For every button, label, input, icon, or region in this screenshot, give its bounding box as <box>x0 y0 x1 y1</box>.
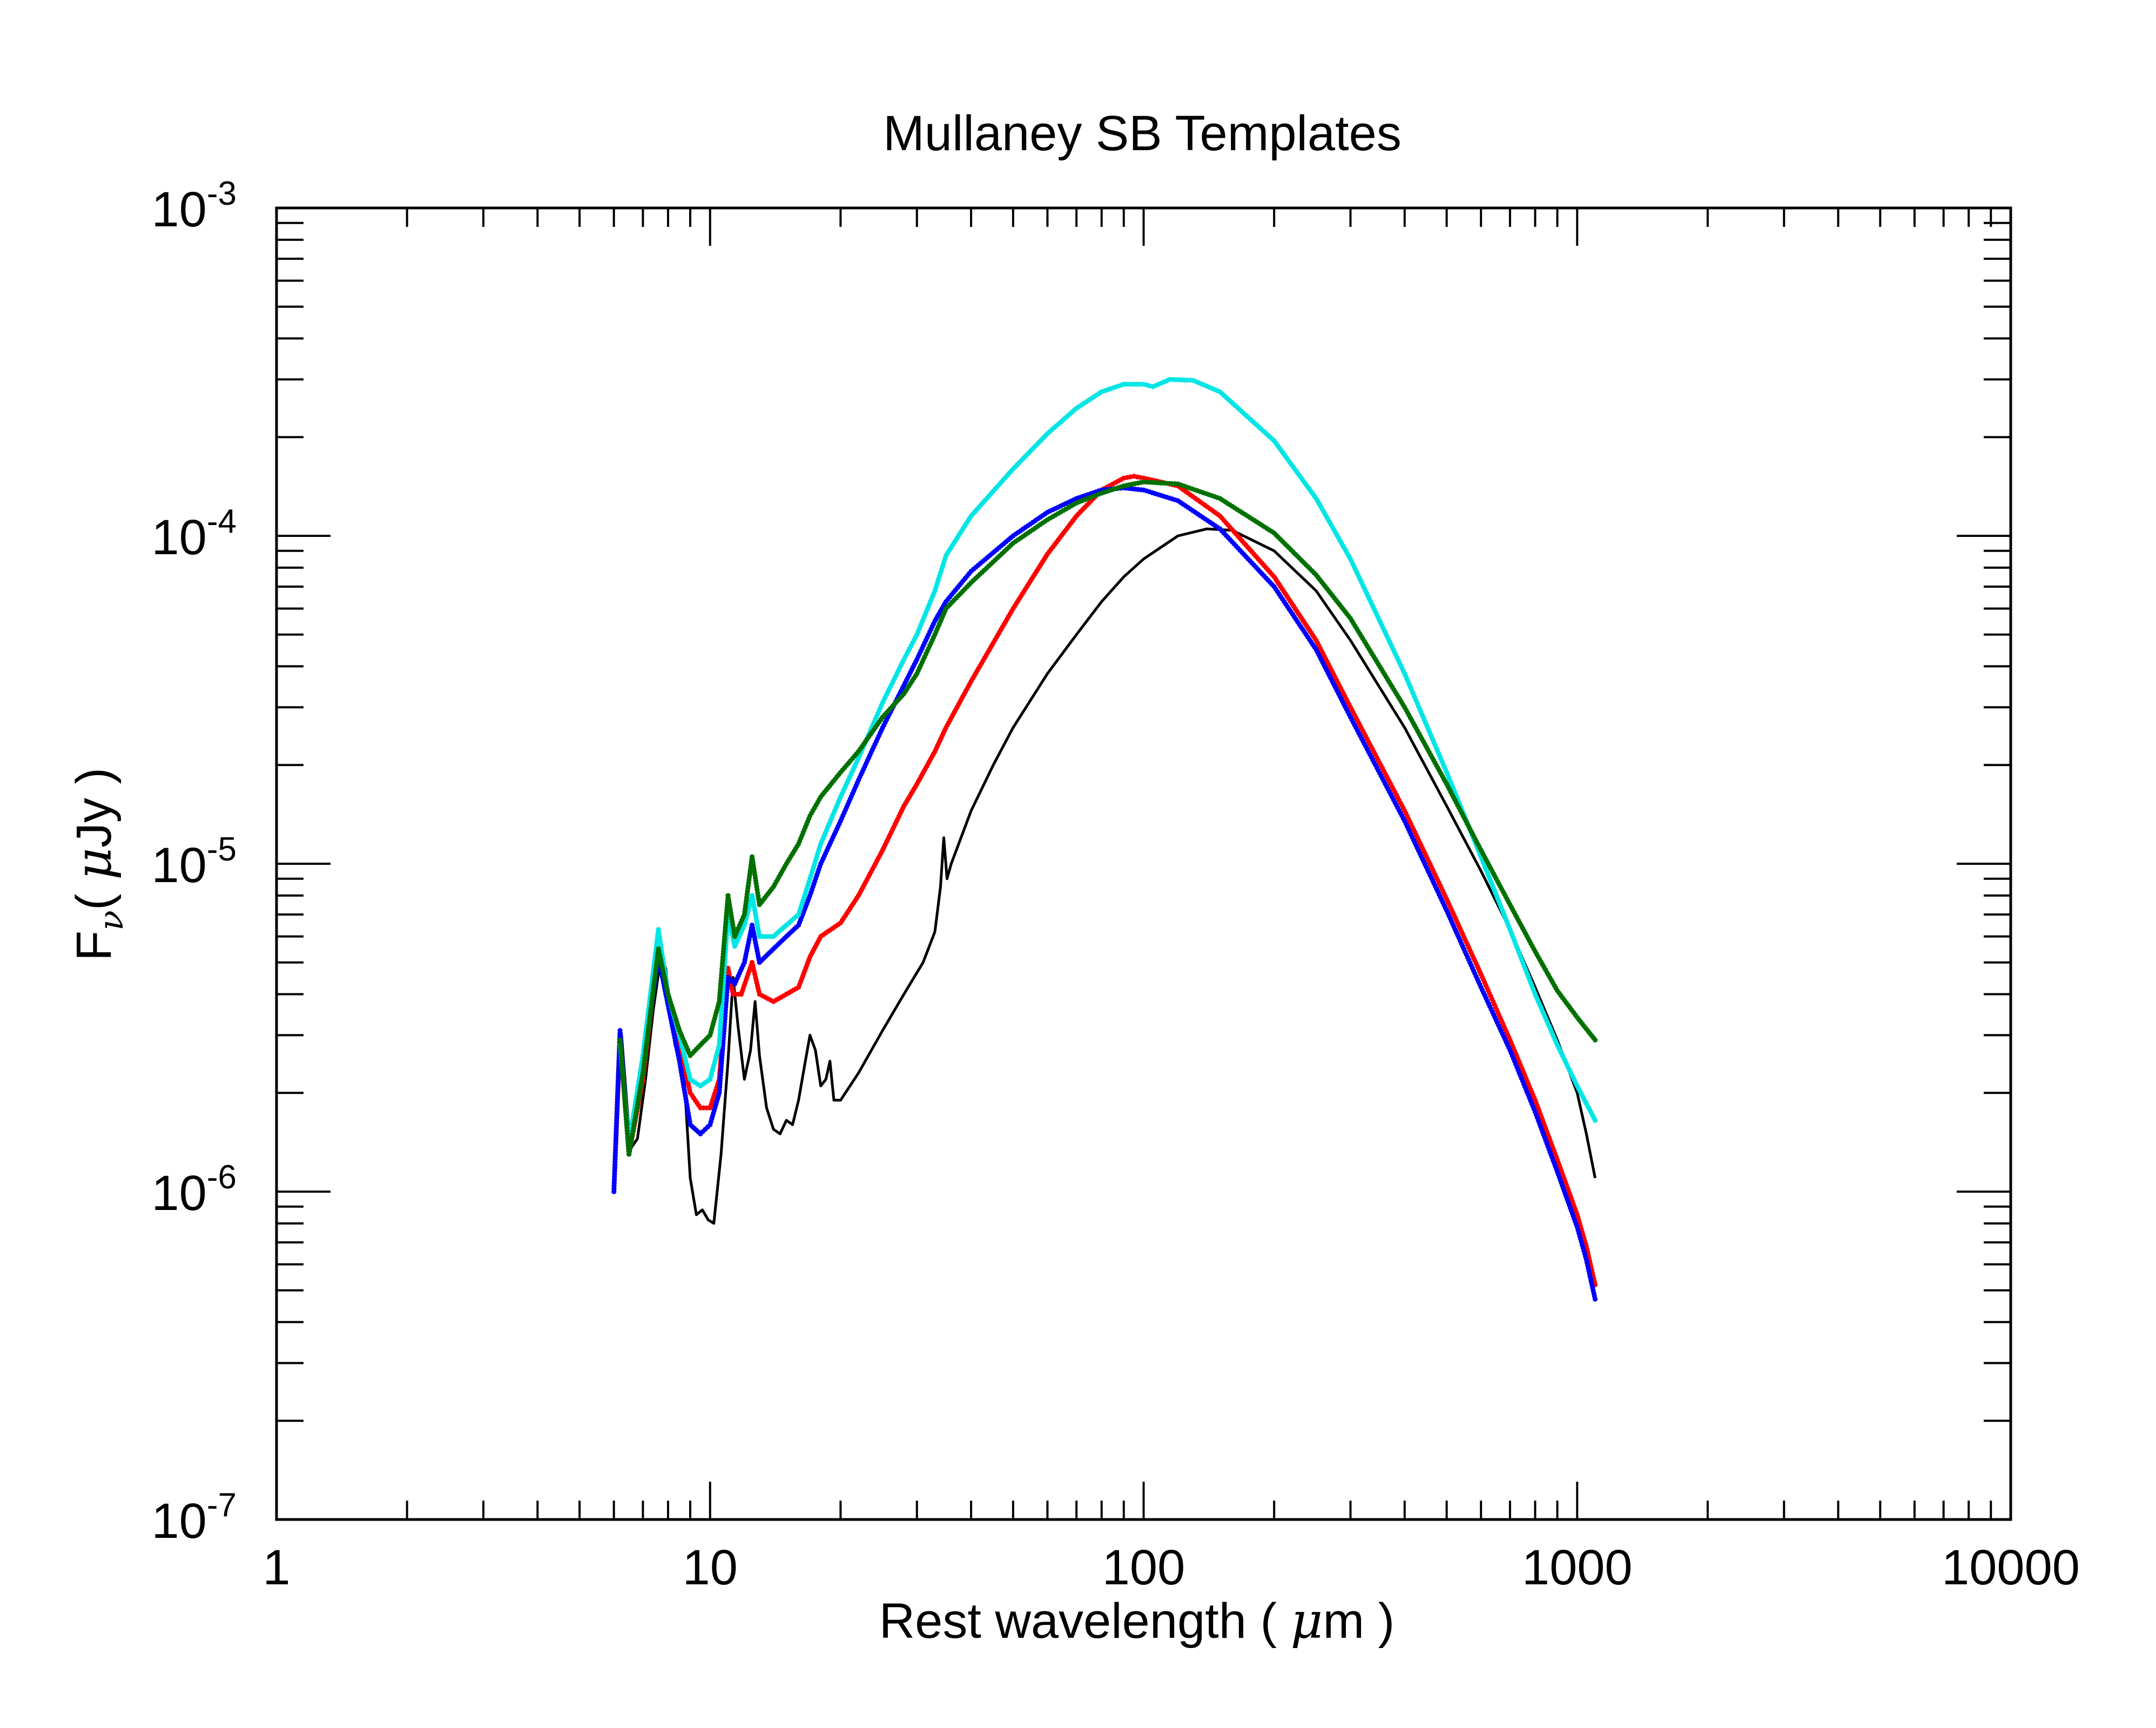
x-tick-label: 10 <box>683 1540 738 1595</box>
y-axis-label-mid: ( <box>66 880 122 910</box>
y-tick-label: 10-3 <box>152 175 237 237</box>
y-axis-label-post: Jy ) <box>66 768 122 848</box>
y-tick-exponent: -6 <box>207 1159 237 1196</box>
y-tick-label: 10-6 <box>152 1159 237 1221</box>
x-tick-label: 1 <box>262 1540 290 1595</box>
x-axis-label-post: m ) <box>1323 1593 1394 1649</box>
series-point <box>1592 1037 1598 1043</box>
series-point <box>1592 1118 1598 1123</box>
chart-title: Mullaney SB Templates <box>883 106 1402 161</box>
x-axis-label: Rest wavelength ( μm ) <box>879 1592 1395 1650</box>
y-tick-base: 10 <box>152 1494 207 1549</box>
ticks-layer <box>275 208 2011 1521</box>
y-tick-exponent: -5 <box>207 831 237 868</box>
y-tick-base: 10 <box>152 182 207 237</box>
y-tick-labels: 10-710-610-510-410-3 <box>152 175 237 1549</box>
series-layer <box>611 376 1598 1302</box>
y-tick-base: 10 <box>152 510 207 565</box>
y-tick-base: 10 <box>152 1166 207 1221</box>
y-tick-label: 10-4 <box>152 503 237 565</box>
x-tick-labels: 1 10 100 1000 10000 <box>262 1540 2080 1595</box>
series-point <box>1592 1296 1598 1302</box>
y-tick-label: 10-7 <box>152 1487 237 1549</box>
y-tick-base: 10 <box>152 838 207 893</box>
y-axis-label-sub: ν <box>91 910 131 931</box>
series-dots-4 <box>617 479 1598 1157</box>
y-tick-label: 10-5 <box>152 831 237 893</box>
x-axis-label-pre: Rest wavelength ( <box>879 1593 1291 1649</box>
x-tick-label: 100 <box>1102 1540 1185 1595</box>
y-tick-exponent: -7 <box>207 1487 237 1524</box>
y-axis-label: Fν( μJy ) <box>65 768 131 961</box>
x-axis-label-mu: μ <box>1291 1592 1323 1650</box>
y-axis-label-pre: F <box>66 931 122 961</box>
y-tick-exponent: -4 <box>207 503 237 540</box>
x-tick-label: 10000 <box>1942 1540 2080 1595</box>
y-tick-exponent: -3 <box>207 175 237 212</box>
x-tick-label: 1000 <box>1522 1540 1633 1595</box>
y-axis-label-mu: μ <box>65 848 123 880</box>
